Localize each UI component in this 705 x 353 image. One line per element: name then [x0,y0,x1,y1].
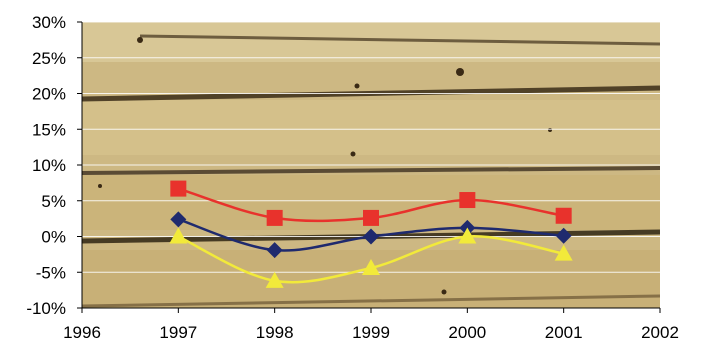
x-tick-labels: 1996 1997 1998 1999 2000 2001 2002 [63,308,679,342]
data-point-triangle [458,227,477,244]
data-point-square [459,192,476,209]
y-tick-label: 0% [41,228,66,247]
data-point-triangle [554,244,573,261]
data-point-square [555,207,572,224]
series-layer [169,180,573,288]
data-point-diamond [266,242,283,259]
y-tick-label: -5% [36,263,66,282]
data-point-triangle [362,258,380,275]
y-tick-label: 25% [32,49,66,68]
x-tick-label: 1996 [63,323,101,342]
y-tick-label: 30% [32,13,66,32]
x-tick-label: 1998 [256,323,294,342]
data-point-diamond [170,211,187,228]
data-point-diamond [363,228,379,245]
data-point-square [363,209,379,226]
data-point-square [266,209,283,226]
x-tick-label: 2002 [641,323,679,342]
data-point-square [170,180,187,197]
x-tick-label: 1997 [159,323,197,342]
series-diamond [170,211,572,259]
data-point-triangle [169,227,188,244]
data-point-triangle [265,271,284,288]
series-triangle [169,227,573,288]
y-tick-labels: 30% 25% 20% 15% 10% 5% 0% -5% -10% [26,13,82,318]
y-tick-label: 10% [32,156,66,175]
y-tick-label: 15% [32,120,66,139]
y-tick-label: -10% [26,299,66,318]
x-tick-label: 2001 [545,323,583,342]
y-tick-label: 20% [32,85,66,104]
x-tick-label: 1999 [352,323,390,342]
data-point-diamond [555,227,572,244]
y-tick-label: 5% [41,192,66,211]
series-square [170,180,572,226]
x-tick-label: 2000 [448,323,486,342]
